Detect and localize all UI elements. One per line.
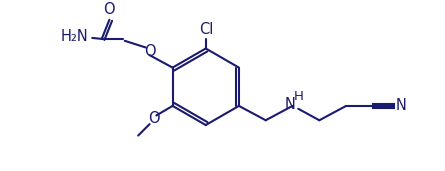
Text: Cl: Cl [199,22,214,37]
Text: O: O [144,44,155,59]
Text: N: N [396,98,407,113]
Text: H: H [293,90,303,103]
Text: O: O [149,111,160,126]
Text: O: O [103,2,114,17]
Text: N: N [284,97,295,113]
Text: H₂N: H₂N [61,29,89,44]
